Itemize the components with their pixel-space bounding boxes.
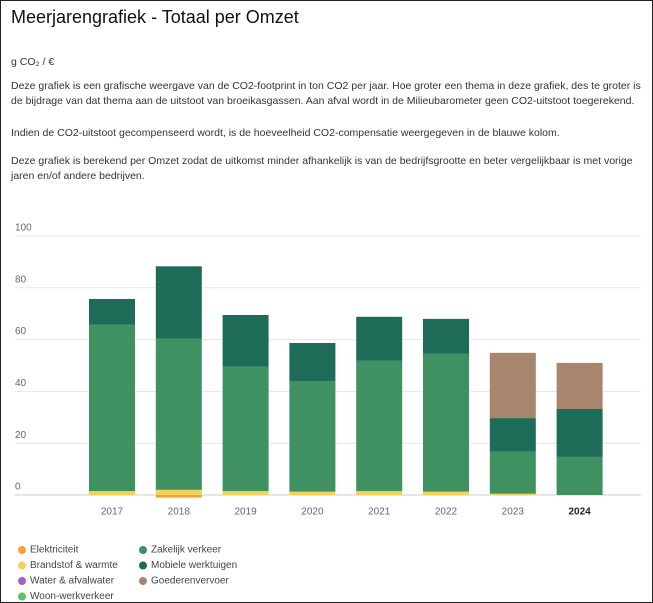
bar-segment (155, 266, 202, 339)
legend-marker (139, 561, 147, 570)
x-tick-label: 2023 (502, 507, 525, 518)
bar-segment (556, 409, 603, 457)
bar-segment (289, 381, 336, 492)
legend-marker (18, 561, 26, 570)
x-tick-label: 2020 (301, 507, 324, 518)
bar-segment (155, 338, 202, 490)
legend-marker (139, 546, 147, 554)
paragraph: Deze grafiek is berekend per Omzet zodat… (11, 155, 633, 182)
y-tick-label: 100 (15, 223, 32, 234)
x-tick-label: 2022 (435, 507, 458, 518)
bar-segment (489, 352, 536, 419)
bar-segment (556, 456, 603, 495)
bar-segment (356, 491, 403, 495)
x-tick-label: 2021 (368, 507, 391, 518)
legend-label: Goederenvervoer (151, 576, 229, 587)
legend-marker (18, 577, 26, 585)
legend-marker (18, 592, 26, 601)
bar-segment (489, 418, 536, 452)
legend-label: Elektriciteit (30, 545, 79, 556)
x-tick-label: 2024 (568, 507, 591, 518)
y-tick-label: 80 (15, 274, 27, 285)
bar-segment (222, 491, 269, 495)
paragraph: Indien de CO2-uitstoot gecompenseerd wor… (11, 127, 560, 139)
bar-segment (155, 495, 202, 498)
bar-segment (222, 314, 269, 367)
chart-title: Meerjarengrafiek - Totaal per Omzet (11, 7, 299, 27)
bar-segment (356, 316, 403, 361)
paragraph: Deze grafiek is een grafische weergave v… (11, 80, 641, 107)
legend-label: Zakelijk verkeer (151, 545, 222, 556)
bar-segment (489, 451, 536, 494)
unit: g CO₂ / € (11, 56, 55, 68)
bar-segment (222, 366, 269, 492)
legend-label: Mobiele werktuigen (151, 560, 237, 571)
bar-segment (423, 491, 469, 495)
legend-label: Brandstof & warmte (30, 560, 118, 571)
legend-marker (18, 546, 26, 554)
y-tick-label: 60 (15, 326, 27, 337)
bar-segment (289, 491, 336, 495)
legend-marker (139, 577, 147, 585)
y-tick-label: 0 (15, 482, 21, 493)
legend-label: Water & afvalwater (30, 576, 115, 587)
bar-segment (489, 493, 536, 495)
bar-segment (89, 324, 135, 492)
x-tick-label: 2019 (234, 507, 257, 518)
x-tick-label: 2018 (168, 507, 191, 518)
bar-segment (289, 342, 336, 382)
bar-segment (556, 362, 603, 410)
bar-segment (89, 491, 135, 495)
x-tick-label: 2017 (101, 507, 124, 518)
bar-segment (89, 298, 135, 325)
bar-segment (423, 318, 469, 354)
bar-segment (155, 489, 202, 495)
y-tick-label: 40 (15, 378, 27, 389)
y-tick-label: 20 (15, 430, 27, 441)
bar-segment (356, 360, 403, 492)
bar-segment (423, 353, 469, 492)
legend-label: Woon-werkverkeer (30, 591, 114, 602)
